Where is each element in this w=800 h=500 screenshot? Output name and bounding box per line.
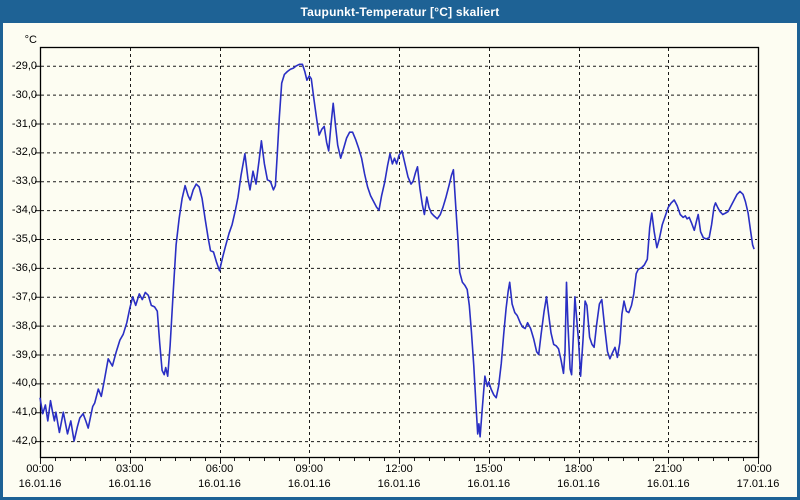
- x-axis-time-label: 15:00: [474, 463, 503, 475]
- x-axis-time-label: 00:00: [26, 463, 54, 475]
- x-axis-time-label: 09:00: [295, 463, 324, 475]
- x-axis-date-label: 16.01.16: [557, 478, 600, 490]
- chart-title: Taupunkt-Temperatur [°C] skaliert: [300, 4, 500, 19]
- y-axis-tick-label: -36,0: [11, 261, 37, 274]
- plot-frame: [39, 46, 760, 459]
- y-axis-tick-label: -41,0: [11, 406, 37, 419]
- x-axis-time-label: 12:00: [385, 463, 413, 475]
- x-axis-date-label: 16.01.16: [18, 478, 62, 490]
- x-axis-time-label: 18:00: [564, 463, 593, 475]
- x-axis-date-label: 16.01.16: [108, 478, 152, 490]
- x-axis-date-label: 16.01.16: [198, 478, 241, 490]
- x-axis-time-label: 00:00: [744, 463, 772, 475]
- x-axis-date-label: 16.01.16: [646, 478, 690, 490]
- y-axis-tick-label: -37,0: [11, 290, 37, 303]
- series-line: [39, 63, 755, 442]
- x-axis-time-label: 06:00: [205, 463, 234, 475]
- y-axis-tick-label: -42,0: [11, 435, 37, 448]
- y-axis-tick-label: -34,0: [11, 204, 37, 217]
- y-axis-tick-label: -39,0: [11, 348, 37, 361]
- y-axis-tick-label: -29,0: [11, 59, 37, 72]
- y-axis-tick-label: -38,0: [11, 319, 37, 332]
- y-axis-tick-label: -40,0: [11, 377, 37, 390]
- x-axis-time-label: 21:00: [654, 463, 683, 475]
- y-axis-tick-label: -30,0: [11, 88, 37, 101]
- y-axis-tick-label: -32,0: [11, 146, 37, 159]
- x-axis-date-label: 17.01.16: [736, 478, 780, 490]
- y-axis-tick-label: -33,0: [11, 175, 37, 188]
- x-axis-time-label: 03:00: [115, 463, 144, 475]
- x-axis-date-label: 16.01.16: [377, 478, 421, 490]
- y-axis-tick-label: -31,0: [11, 117, 37, 130]
- x-axis-date-label: 16.01.16: [287, 478, 331, 490]
- y-axis-unit-label: °C: [24, 34, 37, 46]
- window-titlebar: Taupunkt-Temperatur [°C] skaliert: [3, 0, 797, 23]
- x-axis-date-label: 16.01.16: [467, 478, 511, 490]
- y-axis-tick-label: -35,0: [11, 233, 37, 245]
